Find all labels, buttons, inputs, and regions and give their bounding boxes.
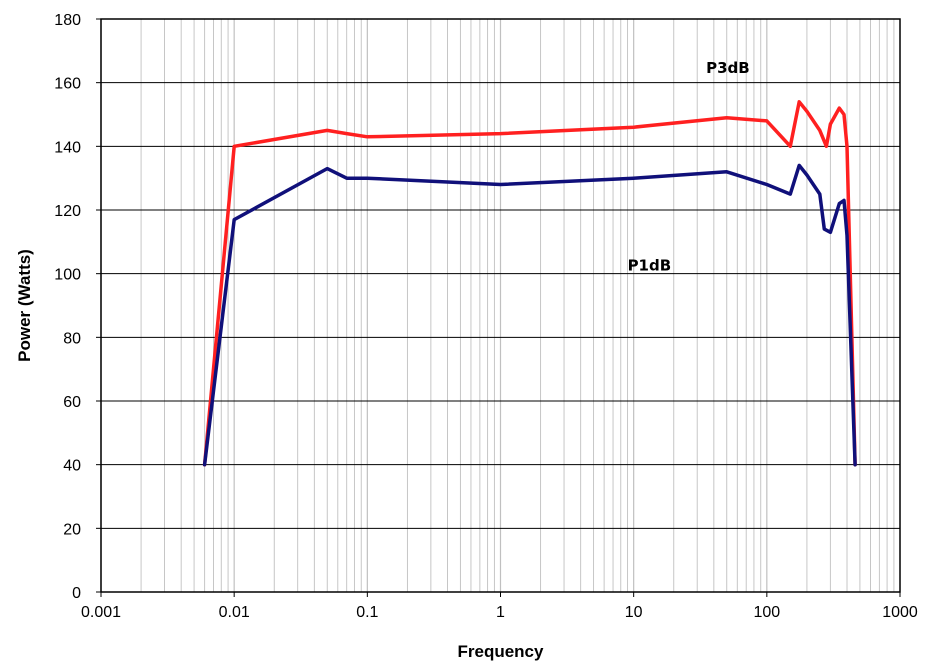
series-lines — [202, 100, 857, 467]
y-tick-label: 160 — [54, 76, 81, 93]
annotation-p1db: P1dB — [628, 256, 672, 274]
y-tick-label: 40 — [63, 458, 81, 475]
x-axis-title: Frequency — [458, 642, 545, 661]
x-tick-label: 0.01 — [219, 604, 250, 621]
x-tick-label: 10 — [625, 604, 643, 621]
series-line-p3db — [202, 100, 857, 467]
x-tick-label: 0.1 — [356, 604, 378, 621]
x-tick-label: 100 — [753, 604, 780, 621]
series-line-p1db — [202, 163, 857, 467]
x-tick-label: 0.001 — [81, 604, 121, 621]
grid-lines — [100, 18, 900, 593]
y-tick-label: 100 — [54, 267, 81, 284]
x-tick-label: 1 — [496, 604, 505, 621]
y-tick-label: 140 — [54, 139, 81, 156]
annotation-p3db: P3dB — [706, 59, 750, 77]
x-tick-label: 1000 — [882, 604, 918, 621]
y-tick-label: 120 — [54, 203, 81, 220]
y-tick-label: 0 — [72, 585, 81, 602]
series-annotations: P3dB P1dB — [628, 59, 750, 274]
y-tick-label: 20 — [63, 521, 81, 538]
y-tick-labels: 0 20 40 60 80 100 120 140 160 180 — [54, 12, 101, 602]
y-tick-label: 180 — [54, 12, 81, 29]
y-tick-label: 60 — [63, 394, 81, 411]
x-tick-labels: 0.001 0.01 0.1 1 10 100 1000 — [81, 592, 918, 621]
y-axis-title: Power (Watts) — [15, 249, 34, 362]
y-tick-label: 80 — [63, 330, 81, 347]
